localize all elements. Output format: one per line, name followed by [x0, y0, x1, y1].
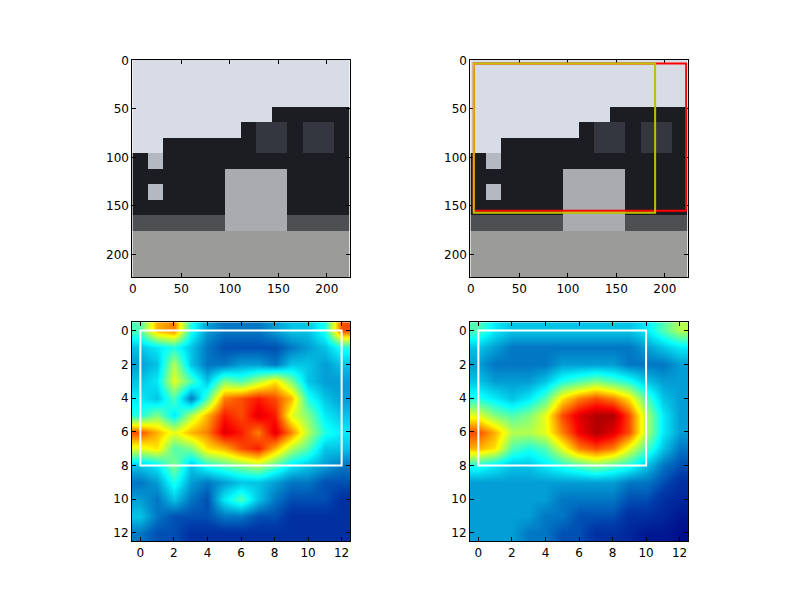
svg-text:150: 150: [605, 282, 628, 296]
svg-text:100: 100: [556, 282, 579, 296]
svg-text:150: 150: [444, 199, 467, 213]
svg-text:12: 12: [451, 526, 466, 540]
svg-text:10: 10: [300, 546, 315, 560]
svg-text:8: 8: [609, 546, 617, 560]
svg-text:10: 10: [451, 492, 466, 506]
svg-text:8: 8: [271, 546, 279, 560]
svg-text:0: 0: [459, 324, 467, 338]
svg-text:4: 4: [204, 546, 212, 560]
svg-text:10: 10: [113, 492, 128, 506]
svg-text:0: 0: [459, 54, 467, 68]
svg-text:50: 50: [114, 102, 129, 116]
svg-text:0: 0: [475, 546, 483, 560]
svg-text:4: 4: [459, 391, 467, 405]
svg-text:50: 50: [174, 282, 189, 296]
svg-text:6: 6: [575, 546, 583, 560]
svg-text:200: 200: [653, 282, 676, 296]
svg-text:2: 2: [170, 546, 178, 560]
svg-text:12: 12: [672, 546, 687, 560]
svg-text:12: 12: [113, 526, 128, 540]
svg-text:200: 200: [444, 248, 467, 262]
svg-text:2: 2: [121, 358, 129, 372]
svg-text:0: 0: [129, 282, 137, 296]
svg-text:10: 10: [638, 546, 653, 560]
svg-text:6: 6: [237, 546, 245, 560]
svg-text:150: 150: [267, 282, 290, 296]
svg-text:100: 100: [444, 151, 467, 165]
svg-text:6: 6: [459, 425, 467, 439]
svg-text:8: 8: [459, 459, 467, 473]
svg-text:50: 50: [512, 282, 527, 296]
svg-text:4: 4: [121, 391, 129, 405]
svg-text:12: 12: [334, 546, 349, 560]
svg-text:200: 200: [106, 248, 129, 262]
svg-text:100: 100: [218, 282, 241, 296]
svg-text:50: 50: [452, 102, 467, 116]
svg-text:150: 150: [106, 199, 129, 213]
svg-text:200: 200: [315, 282, 338, 296]
svg-text:0: 0: [137, 546, 145, 560]
svg-text:4: 4: [542, 546, 550, 560]
svg-text:8: 8: [121, 459, 129, 473]
svg-text:6: 6: [121, 425, 129, 439]
svg-text:2: 2: [459, 358, 467, 372]
svg-text:0: 0: [467, 282, 475, 296]
svg-text:0: 0: [121, 324, 129, 338]
svg-text:2: 2: [508, 546, 516, 560]
svg-text:100: 100: [106, 151, 129, 165]
svg-text:0: 0: [121, 54, 129, 68]
